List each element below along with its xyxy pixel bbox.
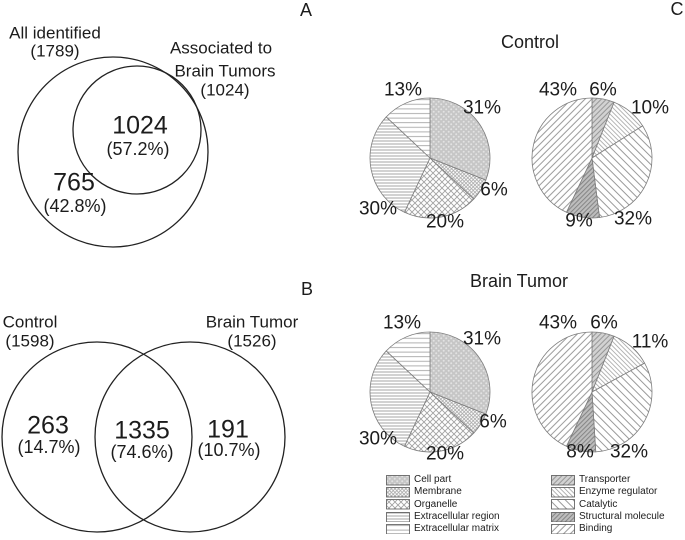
legend-item-extracellular-matrix: Extracellular matrix <box>386 524 500 535</box>
venn-a-set2-count: (1024) <box>200 80 250 100</box>
pie-slice-label: 30% <box>358 428 398 450</box>
legend-swatch-organelle <box>386 499 410 510</box>
pie-slice-label: 8% <box>566 441 594 463</box>
legend-cellular-component: Cell part Membrane Organelle Extracellul… <box>386 475 500 535</box>
venn-a-set2-label-line1: Associated to <box>169 38 273 58</box>
legend-molecular-function: Transporter Enzyme regulator Catalytic S… <box>551 475 665 535</box>
pie-slice-label: 43% <box>538 312 578 334</box>
legend-item-membrane: Membrane <box>386 487 500 498</box>
venn-b-left-circle <box>1 341 193 533</box>
venn-b-left-pct: (14.7%) <box>17 437 81 457</box>
legend-swatch-transporter <box>551 475 575 486</box>
pie-slice-label: 20% <box>425 211 465 233</box>
legend-item-organelle: Organelle <box>386 499 500 510</box>
legend-item-label: Binding <box>579 523 613 535</box>
pie-control-right <box>531 97 653 219</box>
venn-a-outer-circle <box>17 56 209 248</box>
pie-slice-cell-part <box>429 331 491 415</box>
pie-slice-organelle <box>403 391 475 453</box>
venn-a-overlap-pct: (57.2%) <box>106 139 170 159</box>
pie-slice-binding <box>531 97 593 213</box>
legend-item-label: Transporter <box>579 474 631 486</box>
pie-slice-extracellular-matrix <box>385 331 431 393</box>
legend-swatch-cell-part <box>386 475 410 486</box>
legend-item-label: Membrane <box>414 486 462 498</box>
venn-b-right-circle <box>94 341 286 533</box>
legend-item-label: Structural molecule <box>579 510 665 522</box>
legend-swatch-catalytic <box>551 499 575 510</box>
legend-item-cell-part: Cell part <box>386 475 500 486</box>
venn-a-set1-count: (1789) <box>30 41 80 61</box>
pie-slice-binding <box>531 331 593 447</box>
venn-b-right-value: 191 <box>207 415 249 444</box>
legend-swatch-extracellular-region <box>386 511 410 523</box>
pie-slice-extracellular-matrix <box>385 97 431 159</box>
legend-swatch-extracellular-matrix <box>386 523 410 535</box>
venn-a-set2-label-line2: Brain Tumors <box>174 61 276 81</box>
legend-item-catalytic: Catalytic <box>551 499 665 510</box>
pie-slice-label: 13% <box>383 79 423 101</box>
pie-slice-label: 6% <box>590 312 618 334</box>
venn-b-overlap-value: 1335 <box>114 416 170 445</box>
venn-b-left-value: 263 <box>27 411 69 440</box>
pie-slice-label: 13% <box>382 312 422 334</box>
legend-item-label: Catalytic <box>579 498 618 510</box>
legend-item-label: Organelle <box>414 498 458 510</box>
venn-a-inner-circle <box>72 65 202 195</box>
pie-slice-label: 32% <box>609 441 649 463</box>
pie-slice-catalytic <box>591 125 653 218</box>
venn-b-set1-count: (1598) <box>5 331 55 351</box>
control-pies-title: Control <box>500 32 560 52</box>
legend-item-label: Enzyme regulator <box>579 486 658 498</box>
panel-a-label: A <box>299 0 313 20</box>
pie-slice-label: 10% <box>630 97 670 119</box>
venn-a-only-pct: (42.8%) <box>43 196 107 216</box>
venn-a-overlap-value: 1024 <box>112 111 168 140</box>
legend-item-binding: Binding <box>551 524 665 535</box>
legend-swatch-enzyme-regulator <box>551 487 575 498</box>
legend-swatch-structural-molecule <box>551 511 575 523</box>
pie-slice-extracellular-region <box>369 116 431 213</box>
legend-item-extracellular-region: Extracellular region <box>386 510 500 523</box>
pie-slice-label: 31% <box>462 97 502 119</box>
pie-slice-label: 6% <box>589 79 617 101</box>
panel-c-label: C <box>670 0 684 19</box>
pie-slice-label: 32% <box>613 208 653 230</box>
legend-item-label: Cell part <box>414 474 452 486</box>
pie-slice-organelle <box>403 157 475 219</box>
venn-a-set1-label: All identified <box>9 23 101 43</box>
pie-slice-label: 6% <box>480 179 508 201</box>
venn-b-set2-label: Brain Tumor <box>205 312 299 332</box>
pie-slice-label: 9% <box>565 210 593 232</box>
venn-b-set2-count: (1526) <box>227 331 277 351</box>
venn-b-set1-label: Control <box>2 312 58 332</box>
pie-tumor-right <box>531 331 653 453</box>
pie-slice-label: 31% <box>462 328 502 350</box>
legend-swatch-membrane <box>386 487 410 498</box>
tumor-pies-title: Brain Tumor <box>469 271 569 291</box>
pie-slice-label: 11% <box>631 331 669 353</box>
pie-control-left <box>369 97 491 219</box>
legend-swatch-binding <box>551 523 575 535</box>
pie-tumor-left <box>369 331 491 453</box>
pie-slice-cell-part <box>429 97 491 181</box>
legend-item-structural-molecule: Structural molecule <box>551 510 665 523</box>
pie-slice-label: 43% <box>538 79 578 101</box>
pie-slice-extracellular-region <box>369 350 431 447</box>
legend-item-label: Extracellular matrix <box>414 523 500 535</box>
legend-item-transporter: Transporter <box>551 475 665 486</box>
venn-b-overlap-pct: (74.6%) <box>110 442 174 462</box>
legend-item-enzyme-regulator: Enzyme regulator <box>551 487 665 498</box>
pie-slice-label: 6% <box>479 411 507 433</box>
venn-b-right-pct: (10.7%) <box>197 440 261 460</box>
legend-item-label: Extracellular region <box>414 510 500 522</box>
pie-slice-label: 30% <box>358 198 398 220</box>
pie-slice-label: 20% <box>425 443 465 465</box>
venn-a-only-value: 765 <box>53 168 95 197</box>
pie-slice-catalytic <box>591 362 653 453</box>
panel-b-label: B <box>300 279 314 299</box>
